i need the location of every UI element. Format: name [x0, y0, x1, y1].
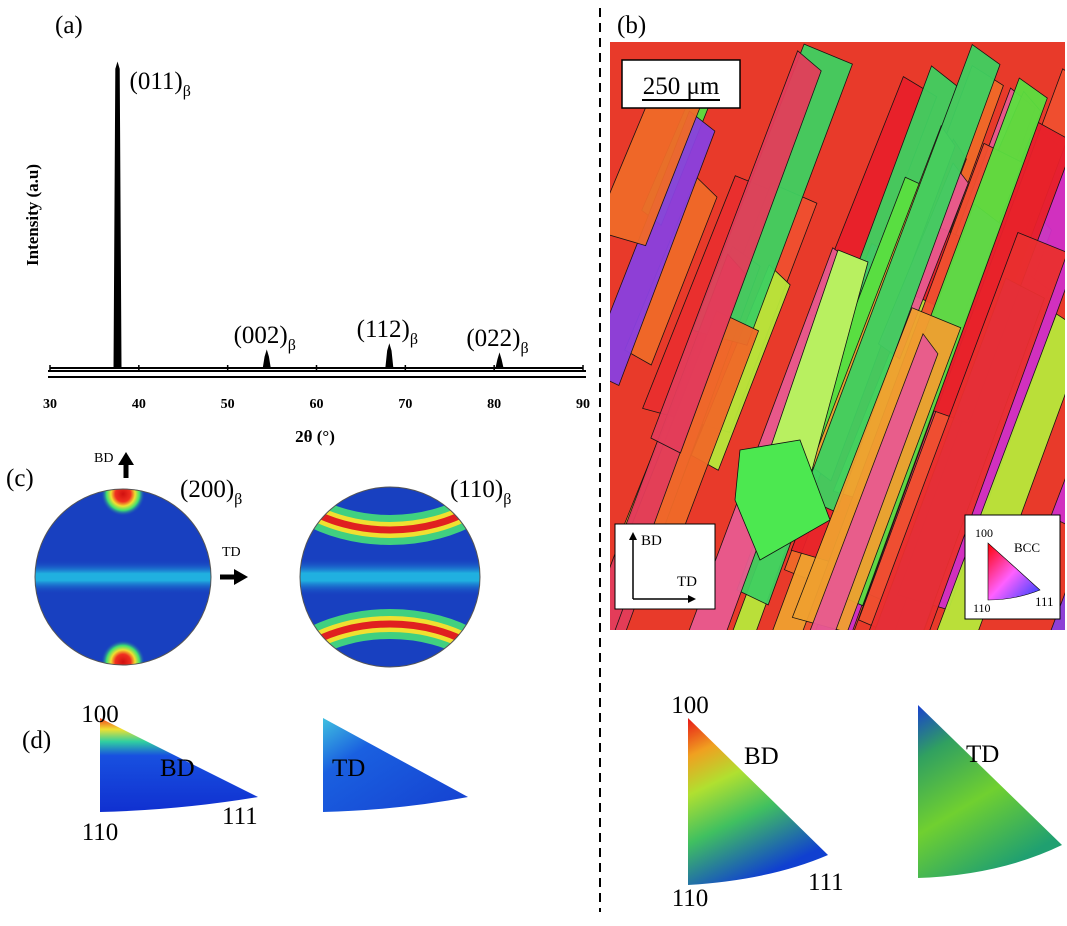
figure: (a) (b) (c) (d) 2θ (°) Intensity (a.u) 3…: [0, 0, 1067, 926]
phase: β: [183, 83, 191, 100]
direction-label: BD: [94, 451, 113, 466]
xrd-chart: 2θ (°) Intensity (a.u) 30 40 50 60 70 80 90 (01…: [23, 65, 590, 446]
x-tick-label: 80: [487, 397, 501, 412]
panel-label: (d): [22, 727, 51, 754]
ipf-corner: 111: [808, 869, 844, 896]
ipf-direction: BD: [160, 755, 195, 782]
plane: (110): [450, 476, 503, 503]
x-axis-label: 2θ (°): [295, 427, 335, 446]
ipf-triangle: [918, 705, 1062, 878]
peak: [496, 356, 502, 368]
plane: (002): [234, 322, 288, 349]
inverse-pole-figures: 100 BD 110 111 TD 100 BD 110 111 TD: [81, 692, 1062, 912]
legend-corner: 110: [973, 601, 991, 615]
x-tick-label: 60: [310, 397, 324, 412]
plane: (022): [466, 325, 520, 352]
ipf-corner: 111: [222, 803, 258, 830]
peak: [264, 353, 270, 368]
direction-label: TD: [222, 545, 241, 560]
ipf-direction: TD: [332, 755, 365, 782]
intensity-band: [295, 558, 485, 596]
phase: β: [503, 491, 511, 508]
peak: [386, 347, 392, 368]
phase: β: [288, 337, 296, 354]
axis-label: TD: [677, 574, 697, 590]
ipf-direction: BD: [744, 743, 779, 770]
legend-corner: 100: [975, 526, 993, 540]
legend-title: BCC: [1014, 540, 1040, 555]
peak-label: (011)β: [130, 68, 191, 100]
plane: (200): [180, 476, 234, 503]
peak-label: (112)β: [357, 316, 418, 348]
x-tick-label: 90: [576, 397, 590, 412]
panel-label: (b): [617, 12, 646, 39]
intensity-band: [30, 560, 220, 594]
intensity-spot: [101, 472, 145, 516]
phase: β: [410, 331, 418, 348]
phase: β: [234, 491, 242, 508]
peak: [115, 65, 121, 368]
x-tick-label: 40: [132, 397, 146, 412]
arrow-head: [118, 452, 134, 465]
panel-label: (a): [55, 12, 83, 39]
panel-label: (c): [6, 465, 34, 492]
ipf-corner: 110: [82, 819, 119, 846]
axis-label: BD: [641, 533, 662, 549]
legend-corner: 111: [1035, 594, 1054, 609]
x-tick-label: 30: [43, 397, 57, 412]
y-axis-label: Intensity (a.u): [23, 164, 42, 266]
scale-bar-label: 250 μm: [643, 73, 720, 100]
pole-figure-label: (200)β: [180, 476, 242, 508]
ipf-corner: 110: [672, 885, 709, 912]
plane: (011): [130, 68, 183, 95]
axes-box: [615, 524, 715, 609]
ipf-direction: TD: [966, 741, 999, 768]
x-tick-label: 50: [221, 397, 235, 412]
x-tick-label: 70: [398, 397, 412, 412]
arrow-head: [234, 569, 248, 585]
ipf-corner: 100: [81, 701, 119, 728]
plane: (112): [357, 316, 410, 343]
peak-label: (022)β: [466, 325, 528, 357]
peak-label: (002)β: [234, 322, 296, 354]
phase: β: [521, 340, 529, 357]
intensity-spot: [101, 640, 145, 684]
ipf-corner: 100: [671, 692, 709, 719]
pole-figure-label: (110)β: [450, 476, 511, 508]
